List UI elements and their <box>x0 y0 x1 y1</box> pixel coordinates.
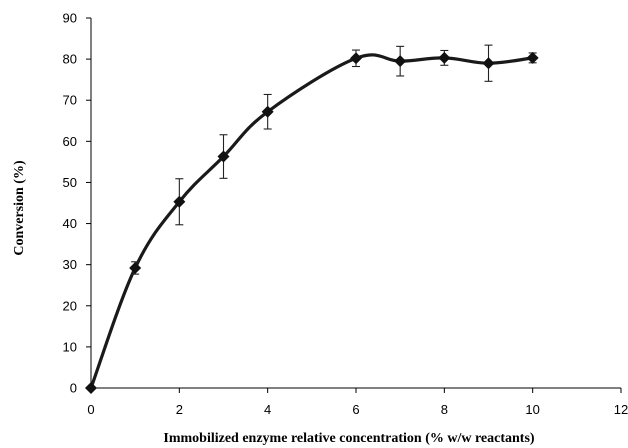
y-tick-label: 30 <box>63 257 77 272</box>
y-tick-label: 50 <box>63 175 77 190</box>
data-point <box>261 105 274 118</box>
x-tick-label: 10 <box>525 402 539 417</box>
data-point <box>350 52 362 65</box>
y-tick-label: 20 <box>63 298 77 313</box>
x-tick-label: 6 <box>352 402 359 417</box>
x-tick-label: 12 <box>614 402 628 417</box>
plot-area <box>85 44 539 394</box>
data-point <box>217 150 230 163</box>
y-tick-label: 70 <box>63 93 77 108</box>
data-point <box>526 51 539 64</box>
x-tick-label: 2 <box>176 402 183 417</box>
y-tick-label: 90 <box>63 11 77 26</box>
y-axis: 0 10 20 30 40 50 60 70 80 90 <box>63 11 92 396</box>
y-axis-title: Conversion (%) <box>12 160 27 256</box>
x-tick-label: 4 <box>264 402 271 417</box>
data-point <box>438 51 451 64</box>
data-point <box>173 195 186 208</box>
data-point <box>129 261 142 274</box>
data-point <box>85 382 97 394</box>
y-tick-label: 40 <box>63 216 77 231</box>
x-axis-title: Immobilized enzyme relative concentratio… <box>163 431 535 446</box>
y-tick-label: 60 <box>63 134 77 149</box>
y-tick-label: 10 <box>63 339 77 354</box>
data-point <box>482 57 495 70</box>
y-tick-label: 80 <box>63 52 77 67</box>
series-line <box>89 53 535 390</box>
x-axis: 0 2 4 6 8 10 12 <box>87 387 628 417</box>
y-tick-label: 0 <box>70 381 77 396</box>
data-point <box>394 55 407 68</box>
x-tick-label: 8 <box>441 402 448 417</box>
x-tick-label: 0 <box>87 402 94 417</box>
